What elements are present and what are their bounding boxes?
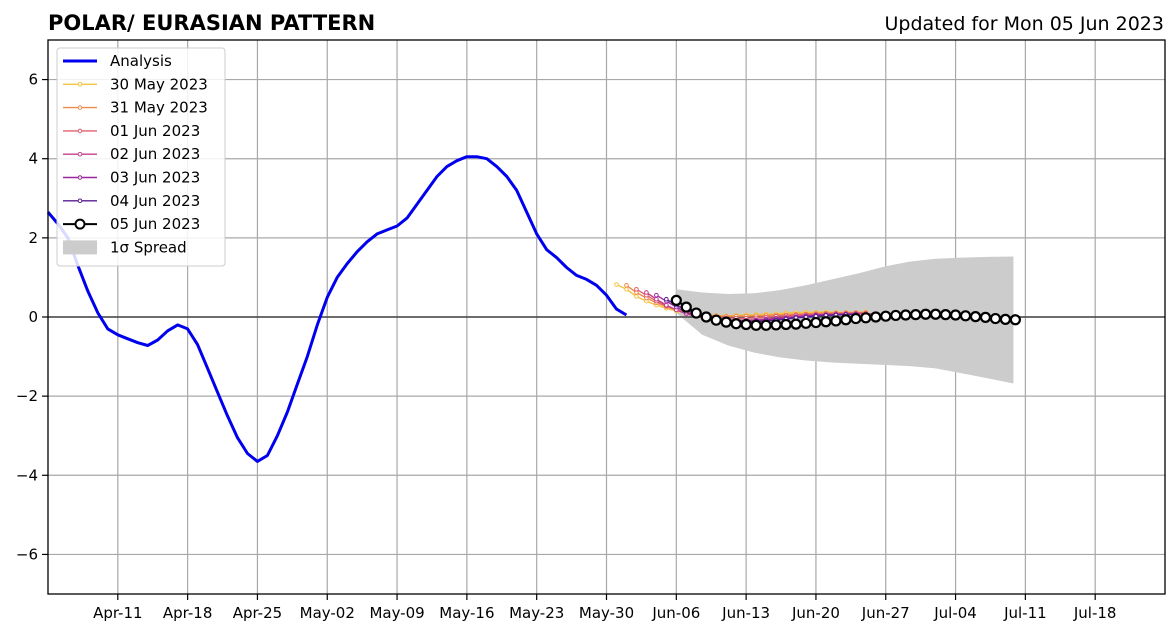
- data-point: [880, 310, 892, 322]
- x-tick-label: May-09: [369, 604, 424, 622]
- x-tick-label: Jun-27: [861, 604, 910, 622]
- data-point: [680, 301, 692, 313]
- data-point: [790, 318, 802, 330]
- legend-label: 04 Jun 2023: [110, 192, 200, 210]
- data-point: [690, 307, 702, 319]
- data-point: [710, 314, 722, 326]
- y-tick-label: −2: [16, 387, 38, 405]
- legend-label: 02 Jun 2023: [110, 145, 200, 163]
- y-tick-label: −4: [16, 466, 38, 484]
- legend-box: [56, 47, 226, 267]
- data-point: [670, 294, 682, 306]
- x-tick-label: Apr-25: [233, 604, 283, 622]
- data-point: [624, 283, 629, 288]
- x-tick-label: May-16: [439, 604, 494, 622]
- legend-marker: [77, 175, 83, 180]
- data-point: [999, 313, 1012, 325]
- legend-label: 05 Jun 2023: [110, 215, 200, 233]
- legend-label: 01 Jun 2023: [110, 122, 200, 140]
- data-point: [850, 312, 862, 325]
- data-point: [750, 319, 762, 331]
- legend-marker: [74, 218, 86, 230]
- data-point: [624, 287, 629, 292]
- x-tick-label: Jun-20: [791, 604, 840, 622]
- data-point: [979, 311, 992, 323]
- legend-marker: [77, 82, 83, 87]
- x-tick-label: May-30: [579, 604, 634, 622]
- y-tick-label: 2: [28, 229, 38, 247]
- data-point: [740, 318, 752, 331]
- x-tick-label: Jul-18: [1073, 604, 1117, 622]
- y-tick-label: 0: [28, 308, 38, 326]
- legend-marker: [77, 105, 83, 110]
- data-point: [644, 290, 649, 295]
- x-tick-label: Jul-11: [1003, 604, 1047, 622]
- x-tick-label: May-02: [300, 604, 355, 622]
- legend-marker: [77, 128, 83, 134]
- legend-label: 1σ Spread: [110, 238, 187, 256]
- data-point: [730, 318, 742, 330]
- data-point: [860, 312, 872, 324]
- y-tick-label: 4: [28, 150, 38, 168]
- data-point: [939, 309, 952, 321]
- data-point: [780, 318, 792, 331]
- data-point: [920, 308, 932, 320]
- legend-label: Analysis: [110, 52, 172, 70]
- data-point: [654, 292, 659, 298]
- x-tick-label: Jun-06: [651, 604, 700, 622]
- data-point: [890, 309, 902, 322]
- data-point: [949, 309, 962, 321]
- data-point: [760, 319, 772, 331]
- data-point: [1009, 314, 1022, 326]
- x-tick-label: Apr-18: [163, 604, 213, 622]
- x-tick-label: Jul-04: [933, 604, 977, 622]
- data-point: [700, 311, 712, 323]
- y-tick-label: 6: [28, 71, 38, 89]
- legend-label: 30 May 2023: [110, 75, 208, 93]
- x-tick-label: May-23: [509, 604, 564, 622]
- data-point: [634, 294, 639, 299]
- data-point: [820, 316, 832, 328]
- legend-marker: [77, 151, 83, 157]
- data-point: [910, 309, 922, 321]
- data-point: [664, 302, 669, 308]
- x-tick-label: Apr-11: [93, 604, 143, 622]
- legend-label: 31 May 2023: [110, 99, 208, 117]
- legend-label: 03 Jun 2023: [110, 169, 200, 187]
- data-point: [634, 287, 639, 292]
- data-point: [870, 311, 882, 323]
- data-point: [830, 315, 842, 327]
- data-point: [654, 296, 659, 302]
- data-point: [989, 312, 1002, 325]
- data-point: [720, 316, 732, 328]
- data-point: [969, 311, 982, 323]
- chart-title: POLAR/ EURASIAN PATTERN: [48, 11, 375, 35]
- data-point: [770, 319, 782, 331]
- data-point: [800, 317, 812, 329]
- data-point: [614, 282, 619, 287]
- data-point: [664, 296, 669, 302]
- analysis-line: [46, 155, 628, 463]
- legend-swatch: [63, 240, 97, 255]
- data-point: [959, 310, 972, 322]
- x-tick-label: Jun-13: [721, 604, 770, 622]
- plot-area: Apr-11 Apr-18 Apr-25 May-02 May-09 May-16 May-…: [16, 39, 1166, 622]
- data-point: [900, 309, 912, 321]
- legend-marker: [77, 198, 83, 204]
- data-point: [840, 314, 852, 326]
- data-point: [810, 316, 822, 329]
- data-point: [930, 308, 942, 320]
- y-tick-label: −6: [16, 545, 38, 563]
- chart-subtitle: Updated for Mon 05 Jun 2023: [885, 13, 1164, 35]
